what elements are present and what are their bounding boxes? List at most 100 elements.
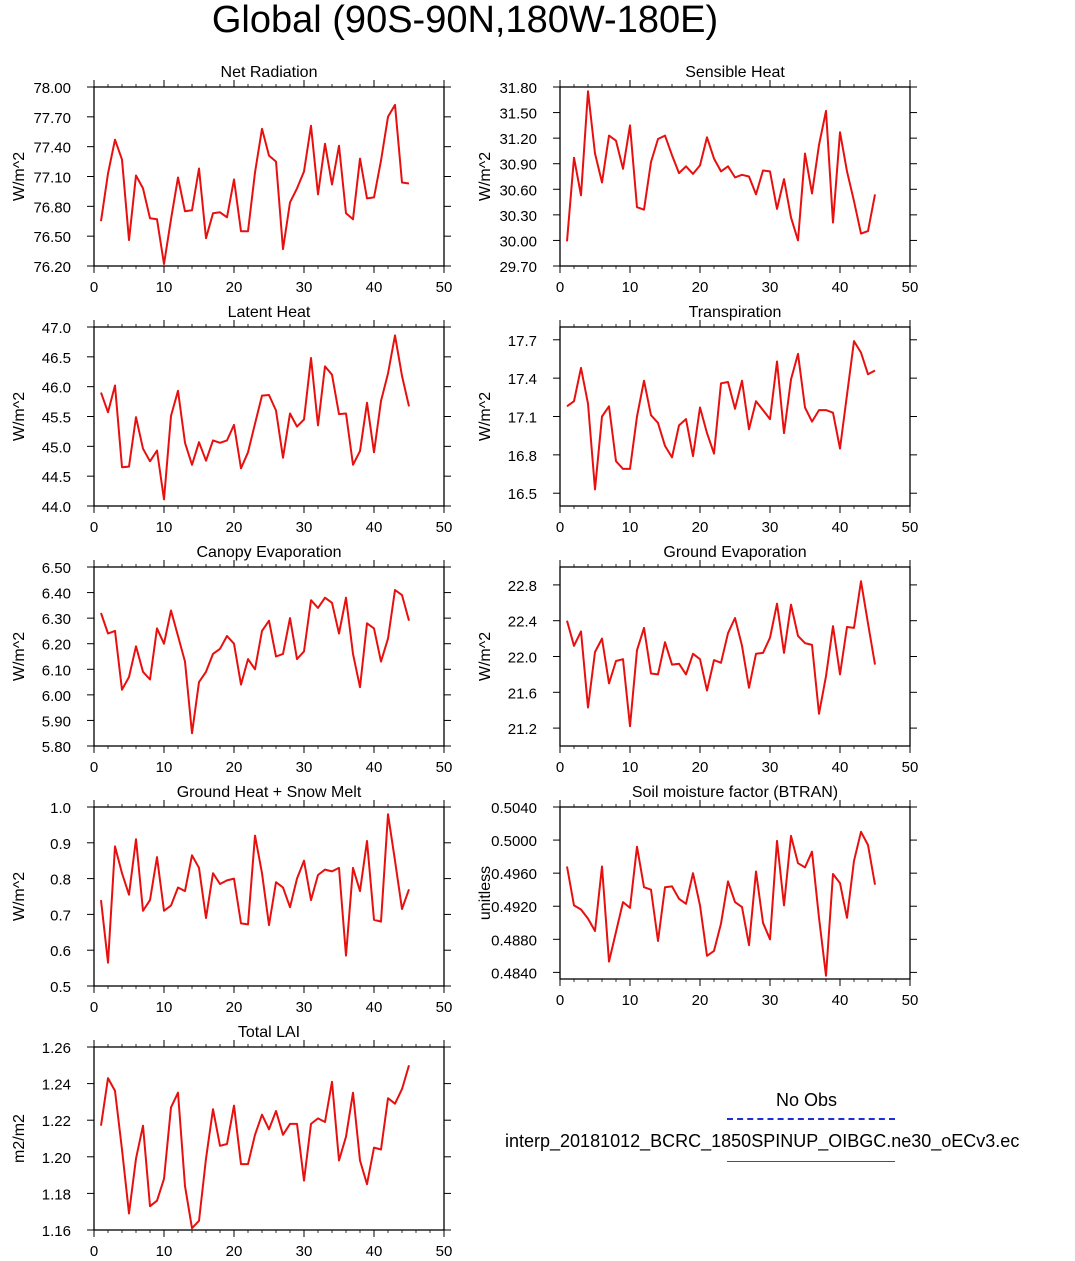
y-tick-label: 76.50 bbox=[33, 229, 71, 246]
y-tick-label: 31.50 bbox=[499, 106, 537, 123]
x-tick-label: 30 bbox=[296, 759, 313, 776]
y-tick-label: 6.30 bbox=[42, 611, 71, 628]
y-tick-label: 17.4 bbox=[508, 371, 537, 388]
x-tick-label: 20 bbox=[226, 279, 243, 296]
x-tick-label: 30 bbox=[762, 759, 779, 776]
x-tick-label: 20 bbox=[226, 759, 243, 776]
series-line bbox=[100, 1065, 410, 1230]
y-tick-label: 1.26 bbox=[42, 1040, 71, 1057]
x-tick-label: 50 bbox=[436, 279, 453, 296]
x-tick-label: 0 bbox=[90, 759, 98, 776]
y-tick-label: 45.0 bbox=[42, 439, 71, 456]
y-tick-label: 0.4880 bbox=[491, 932, 537, 949]
y-tick-label: 6.00 bbox=[42, 688, 71, 705]
x-tick-label: 10 bbox=[156, 759, 173, 776]
y-tick-label: 0.4920 bbox=[491, 899, 537, 916]
y-tick-label: 0.5040 bbox=[491, 800, 537, 817]
x-tick-label: 40 bbox=[366, 519, 383, 536]
y-tick-label: 0.8 bbox=[50, 872, 71, 889]
y-tick-label: 16.5 bbox=[508, 486, 537, 503]
y-axis-label: W/m^2 bbox=[477, 632, 494, 681]
series-line bbox=[566, 580, 876, 728]
x-tick-label: 50 bbox=[902, 759, 919, 776]
series-line bbox=[566, 90, 876, 242]
x-tick-label: 0 bbox=[556, 279, 564, 296]
y-tick-label: 22.8 bbox=[508, 578, 537, 595]
x-tick-label: 20 bbox=[692, 279, 709, 296]
y-tick-label: 77.70 bbox=[33, 110, 71, 127]
y-tick-label: 29.70 bbox=[499, 259, 537, 276]
x-tick-label: 30 bbox=[296, 1243, 313, 1260]
y-tick-label: 78.00 bbox=[33, 80, 71, 97]
y-tick-label: 76.20 bbox=[33, 259, 71, 276]
plot-frame bbox=[93, 566, 445, 747]
figure-title: Global (90S-90N,180W-180E) bbox=[211, 0, 719, 41]
y-tick-label: 21.2 bbox=[508, 721, 537, 738]
y-tick-label: 30.30 bbox=[499, 208, 537, 225]
x-tick-label: 40 bbox=[366, 999, 383, 1016]
x-tick-label: 10 bbox=[622, 992, 639, 1009]
series-line bbox=[100, 589, 410, 735]
x-tick-label: 50 bbox=[436, 759, 453, 776]
x-tick-label: 20 bbox=[226, 1243, 243, 1260]
x-tick-label: 40 bbox=[366, 279, 383, 296]
y-tick-label: 5.90 bbox=[42, 713, 71, 730]
x-tick-label: 50 bbox=[436, 999, 453, 1016]
y-tick-label: 45.5 bbox=[42, 410, 71, 427]
x-tick-label: 0 bbox=[90, 999, 98, 1016]
y-tick-label: 77.40 bbox=[33, 140, 71, 157]
y-tick-label: 0.5 bbox=[50, 979, 71, 996]
y-tick-label: 5.80 bbox=[42, 739, 71, 756]
y-axis-label: unitless bbox=[477, 866, 494, 920]
chart-panel: Net Radiation W/m^2 0 10 20 30 40 50 76.20 76.50 7… bbox=[11, 64, 452, 296]
chart-title: Ground Heat + Snow Melt bbox=[177, 784, 362, 801]
y-tick-label: 17.1 bbox=[508, 410, 537, 427]
y-tick-label: 30.00 bbox=[499, 233, 537, 250]
y-tick-label: 31.20 bbox=[499, 131, 537, 148]
y-tick-label: 1.16 bbox=[42, 1223, 71, 1240]
chart-title: Total LAI bbox=[238, 1024, 300, 1041]
x-tick-label: 50 bbox=[902, 279, 919, 296]
x-tick-label: 0 bbox=[556, 759, 564, 776]
x-tick-label: 50 bbox=[902, 519, 919, 536]
x-tick-label: 20 bbox=[692, 992, 709, 1009]
y-tick-label: 47.0 bbox=[42, 320, 71, 337]
y-axis-label: W/m^2 bbox=[477, 152, 494, 201]
y-axis-label: W/m^2 bbox=[11, 632, 28, 681]
x-tick-label: 40 bbox=[832, 519, 849, 536]
chart-panel: Latent Heat W/m^2 0 10 20 30 40 50 44.0 44.5 45.0 4… bbox=[11, 304, 452, 536]
chart-panel: Sensible Heat W/m^2 0 10 20 30 40 50 29.70 30.00 3… bbox=[477, 64, 918, 296]
x-tick-label: 30 bbox=[296, 279, 313, 296]
y-tick-label: 6.10 bbox=[42, 662, 71, 679]
x-tick-label: 0 bbox=[556, 992, 564, 1009]
x-tick-label: 10 bbox=[156, 1243, 173, 1260]
chart-title: Sensible Heat bbox=[685, 64, 785, 81]
y-tick-label: 6.50 bbox=[42, 560, 71, 577]
x-tick-label: 10 bbox=[622, 519, 639, 536]
y-tick-label: 77.10 bbox=[33, 170, 71, 187]
y-axis-label: W/m^2 bbox=[11, 152, 28, 201]
chart-panel: Ground Evaporation W/m^2 0 10 20 30 40 50 21.2 21… bbox=[477, 544, 918, 776]
x-tick-label: 40 bbox=[366, 759, 383, 776]
y-tick-label: 1.24 bbox=[42, 1077, 71, 1094]
x-tick-label: 50 bbox=[436, 519, 453, 536]
y-tick-label: 44.0 bbox=[42, 499, 71, 516]
x-tick-label: 30 bbox=[762, 279, 779, 296]
x-tick-label: 50 bbox=[436, 1243, 453, 1260]
y-tick-label: 0.5000 bbox=[491, 833, 537, 850]
y-tick-label: 22.4 bbox=[508, 614, 537, 631]
series-line bbox=[566, 340, 876, 491]
y-axis-label: W/m^2 bbox=[477, 392, 494, 441]
chart-panel: Transpiration W/m^2 0 10 20 30 40 50 16.5 16.8 17.… bbox=[477, 304, 918, 536]
y-tick-label: 1.0 bbox=[50, 800, 71, 817]
y-tick-label: 46.5 bbox=[42, 350, 71, 367]
y-tick-label: 22.0 bbox=[508, 650, 537, 667]
x-tick-label: 0 bbox=[90, 519, 98, 536]
y-tick-label: 1.20 bbox=[42, 1150, 71, 1167]
x-tick-label: 30 bbox=[296, 519, 313, 536]
x-tick-label: 40 bbox=[832, 759, 849, 776]
chart-title: Soil moisture factor (BTRAN) bbox=[632, 784, 838, 801]
x-tick-label: 10 bbox=[156, 279, 173, 296]
x-tick-label: 10 bbox=[622, 759, 639, 776]
